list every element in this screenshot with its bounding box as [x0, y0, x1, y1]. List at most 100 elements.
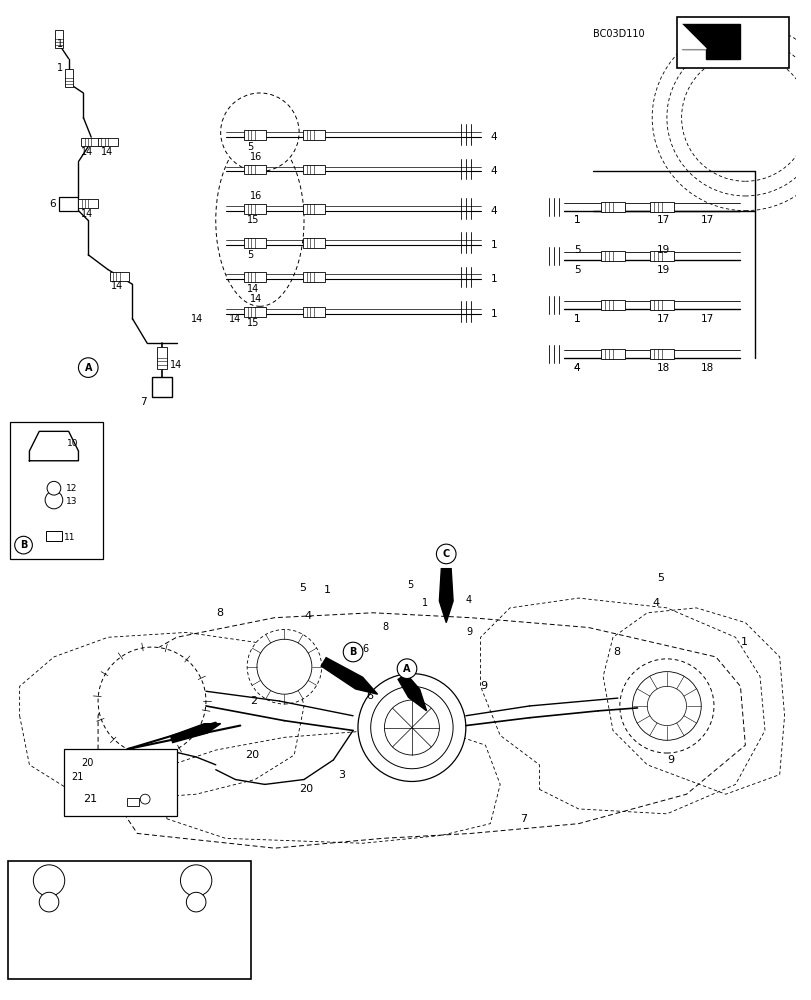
- Text: 10: 10: [67, 439, 78, 448]
- Text: 3: 3: [338, 770, 345, 780]
- Circle shape: [180, 865, 212, 896]
- Text: 19: 19: [656, 245, 670, 255]
- Text: 17: 17: [701, 215, 714, 225]
- Text: B: B: [349, 647, 356, 657]
- Bar: [55, 30, 62, 48]
- Bar: [244, 130, 265, 140]
- Bar: [303, 272, 324, 282]
- Text: C: C: [442, 549, 449, 559]
- Circle shape: [33, 865, 65, 896]
- Text: 5: 5: [573, 265, 580, 275]
- Bar: [8, 861, 251, 979]
- Text: 4: 4: [490, 206, 496, 216]
- Circle shape: [79, 358, 98, 377]
- Text: 9: 9: [480, 681, 487, 691]
- Polygon shape: [680, 24, 740, 59]
- Bar: [244, 307, 265, 317]
- Circle shape: [646, 686, 685, 726]
- Text: 1: 1: [421, 598, 427, 608]
- Text: 17: 17: [656, 215, 670, 225]
- Bar: [46, 531, 62, 541]
- Text: 7: 7: [140, 397, 147, 407]
- Circle shape: [436, 544, 456, 564]
- Text: 4: 4: [573, 363, 580, 373]
- Text: 14: 14: [81, 209, 93, 219]
- Text: 1: 1: [57, 39, 63, 49]
- Text: 7: 7: [519, 814, 526, 824]
- Bar: [303, 165, 324, 174]
- Text: 1: 1: [740, 637, 747, 647]
- Text: 16: 16: [250, 191, 262, 201]
- Text: 6: 6: [366, 691, 372, 701]
- Text: 1: 1: [490, 274, 496, 284]
- Text: 20: 20: [245, 750, 259, 760]
- Text: 6: 6: [363, 644, 368, 654]
- Text: 1: 1: [573, 314, 580, 324]
- Ellipse shape: [221, 93, 298, 171]
- Text: 15: 15: [247, 215, 260, 225]
- Bar: [81, 138, 101, 146]
- Circle shape: [802, 229, 811, 251]
- Text: 2: 2: [250, 696, 257, 706]
- Text: 21: 21: [71, 772, 84, 782]
- Bar: [303, 238, 324, 248]
- Bar: [303, 204, 324, 214]
- Text: 19: 19: [656, 265, 670, 275]
- Bar: [650, 349, 673, 359]
- Text: BC03D110: BC03D110: [593, 29, 644, 39]
- Text: 1: 1: [573, 215, 580, 225]
- Text: 1: 1: [490, 309, 496, 319]
- Text: 21: 21: [84, 794, 97, 804]
- Bar: [600, 349, 624, 359]
- Bar: [157, 347, 166, 369]
- Text: 5: 5: [573, 245, 580, 255]
- Text: 14: 14: [81, 147, 93, 157]
- Bar: [244, 238, 265, 248]
- Text: 4: 4: [651, 598, 659, 608]
- Text: A: A: [403, 664, 410, 674]
- Circle shape: [47, 481, 61, 495]
- Circle shape: [384, 700, 439, 755]
- Text: 16: 16: [250, 152, 262, 162]
- Text: 6: 6: [49, 199, 56, 209]
- Bar: [64, 749, 176, 816]
- Circle shape: [98, 647, 206, 755]
- Text: C: C: [809, 235, 811, 245]
- Bar: [79, 199, 98, 208]
- Text: 4: 4: [490, 166, 496, 176]
- Text: 8: 8: [216, 608, 222, 618]
- Bar: [127, 798, 139, 806]
- Text: 14: 14: [110, 281, 123, 291]
- Text: 5: 5: [406, 580, 413, 590]
- Circle shape: [186, 892, 206, 912]
- Text: 5: 5: [247, 250, 253, 260]
- Bar: [600, 251, 624, 261]
- Text: 8: 8: [612, 647, 620, 657]
- Bar: [676, 17, 788, 68]
- Text: 5: 5: [656, 573, 663, 583]
- Circle shape: [15, 536, 32, 554]
- Text: 20: 20: [81, 758, 93, 768]
- Text: 9: 9: [666, 755, 673, 765]
- Text: 1: 1: [324, 585, 330, 595]
- Bar: [650, 251, 673, 261]
- Circle shape: [45, 491, 62, 509]
- Text: 1: 1: [57, 63, 63, 73]
- Text: 15: 15: [247, 318, 260, 328]
- Text: 20: 20: [298, 784, 313, 794]
- Bar: [600, 300, 624, 310]
- Polygon shape: [439, 569, 453, 623]
- Circle shape: [371, 686, 453, 769]
- Polygon shape: [170, 724, 221, 743]
- Circle shape: [619, 659, 713, 753]
- Polygon shape: [108, 936, 157, 961]
- Circle shape: [397, 659, 416, 678]
- Bar: [303, 307, 324, 317]
- Polygon shape: [320, 658, 377, 694]
- Text: 11: 11: [64, 533, 75, 542]
- Bar: [303, 130, 324, 140]
- Polygon shape: [680, 24, 706, 49]
- Text: A: A: [84, 363, 92, 373]
- Circle shape: [632, 672, 701, 740]
- Bar: [109, 272, 129, 281]
